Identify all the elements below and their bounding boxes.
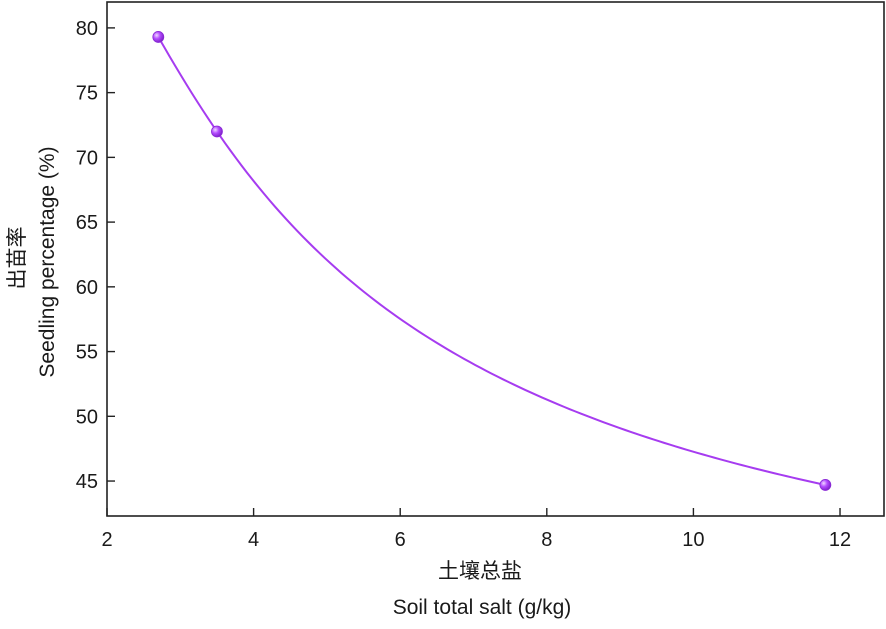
x-tick-label: 10	[682, 529, 704, 551]
data-point	[819, 479, 832, 491]
y-tick-label: 60	[76, 277, 98, 299]
y-tick-label: 50	[76, 406, 98, 428]
plot-border	[106, 1, 885, 517]
x-axis-title: Soil total salt (g/kg)	[393, 596, 572, 619]
x-tick-label: 6	[395, 529, 406, 551]
y-tick-label: 80	[76, 18, 98, 40]
y-axis-title-chinese: 出苗率	[5, 227, 29, 290]
plot-frame	[106, 1, 885, 517]
data-point	[211, 125, 223, 138]
y-tick-label: 55	[76, 342, 98, 364]
y-tick-label: 65	[76, 212, 98, 234]
x-axis-ticks: 2 4 6 8 10 12	[101, 508, 851, 551]
data-point	[152, 31, 165, 43]
x-tick-label: 8	[541, 529, 552, 551]
x-tick-label: 2	[101, 529, 112, 551]
y-tick-label: 75	[76, 83, 98, 105]
y-tick-label: 70	[76, 147, 98, 169]
x-tick-label: 12	[829, 529, 851, 551]
fit-curve-layer	[157, 36, 826, 486]
y-axis-ticks: 45 50 55 60 65 70 75 80	[76, 18, 115, 493]
x-tick-label: 4	[248, 529, 259, 551]
x-axis-title-chinese: 土壤总盐	[438, 559, 522, 583]
y-axis-title: Seedling percentage (%)	[36, 146, 59, 377]
data-points-layer	[152, 31, 832, 491]
y-tick-label: 45	[76, 471, 98, 493]
fit-curve	[157, 36, 826, 486]
